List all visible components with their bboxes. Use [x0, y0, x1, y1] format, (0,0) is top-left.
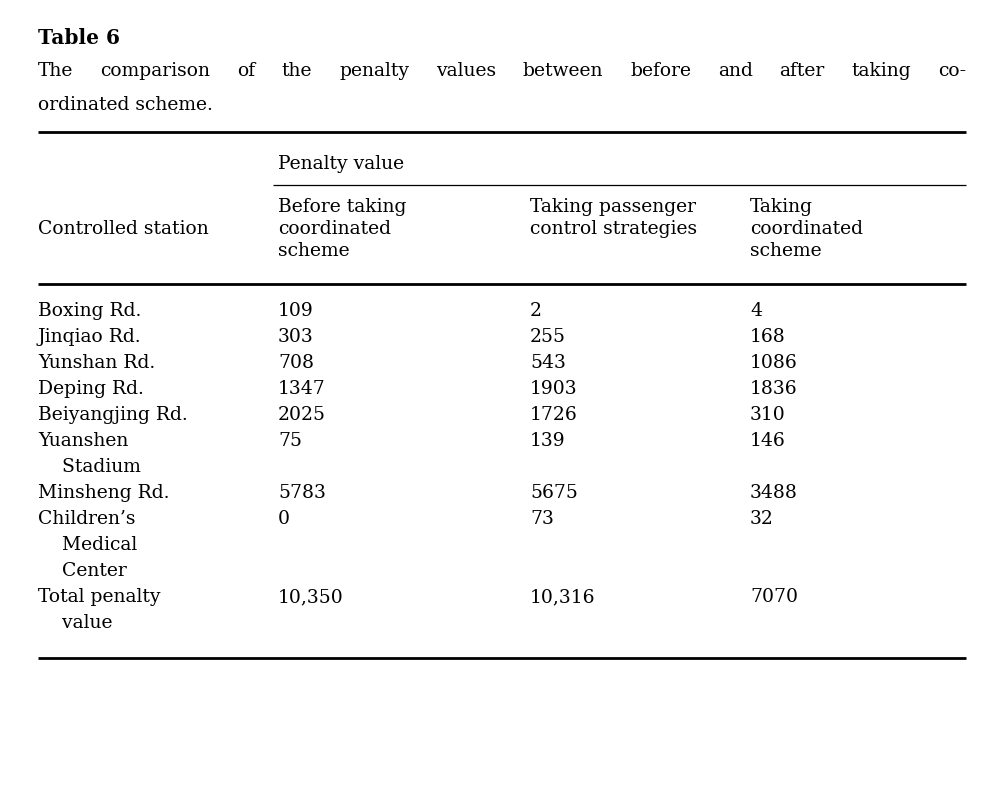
- Text: scheme: scheme: [749, 242, 820, 260]
- Text: Taking: Taking: [749, 198, 812, 216]
- Text: Children’s: Children’s: [38, 510, 135, 528]
- Text: 146: 146: [749, 432, 785, 450]
- Text: 255: 255: [530, 328, 566, 346]
- Text: Beiyangjing Rd.: Beiyangjing Rd.: [38, 406, 188, 424]
- Text: 139: 139: [530, 432, 565, 450]
- Text: of: of: [237, 62, 255, 80]
- Text: Yunshan Rd.: Yunshan Rd.: [38, 354, 155, 372]
- Text: Total penalty: Total penalty: [38, 588, 160, 606]
- Text: 73: 73: [530, 510, 554, 528]
- Text: the: the: [282, 62, 312, 80]
- Text: Before taking: Before taking: [278, 198, 406, 216]
- Text: 1903: 1903: [530, 380, 577, 398]
- Text: 5783: 5783: [278, 484, 326, 502]
- Text: Deping Rd.: Deping Rd.: [38, 380, 143, 398]
- Text: Table 6: Table 6: [38, 28, 120, 48]
- Text: Boxing Rd.: Boxing Rd.: [38, 302, 141, 320]
- Text: 75: 75: [278, 432, 302, 450]
- Text: value: value: [38, 614, 112, 632]
- Text: 708: 708: [278, 354, 314, 372]
- Text: 7070: 7070: [749, 588, 797, 606]
- Text: Penalty value: Penalty value: [278, 155, 404, 173]
- Text: 2: 2: [530, 302, 542, 320]
- Text: values: values: [435, 62, 495, 80]
- Text: penalty: penalty: [339, 62, 408, 80]
- Text: 5675: 5675: [530, 484, 578, 502]
- Text: 10,350: 10,350: [278, 588, 343, 606]
- Text: Taking passenger: Taking passenger: [530, 198, 695, 216]
- Text: 303: 303: [278, 328, 313, 346]
- Text: coordinated: coordinated: [278, 220, 390, 238]
- Text: Yuanshen: Yuanshen: [38, 432, 128, 450]
- Text: 1726: 1726: [530, 406, 577, 424]
- Text: 3488: 3488: [749, 484, 797, 502]
- Text: 1086: 1086: [749, 354, 797, 372]
- Text: before: before: [630, 62, 690, 80]
- Text: ordinated scheme.: ordinated scheme.: [38, 96, 213, 114]
- Text: Minsheng Rd.: Minsheng Rd.: [38, 484, 170, 502]
- Text: scheme: scheme: [278, 242, 349, 260]
- Text: 1836: 1836: [749, 380, 796, 398]
- Text: 0: 0: [278, 510, 290, 528]
- Text: 168: 168: [749, 328, 785, 346]
- Text: co-: co-: [937, 62, 965, 80]
- Text: 4: 4: [749, 302, 761, 320]
- Text: Center: Center: [38, 562, 126, 580]
- Text: between: between: [523, 62, 603, 80]
- Text: coordinated: coordinated: [749, 220, 863, 238]
- Text: Controlled station: Controlled station: [38, 220, 209, 238]
- Text: 1347: 1347: [278, 380, 325, 398]
- Text: and: and: [717, 62, 752, 80]
- Text: 32: 32: [749, 510, 773, 528]
- Text: Medical: Medical: [38, 536, 137, 554]
- Text: The: The: [38, 62, 73, 80]
- Text: 10,316: 10,316: [530, 588, 595, 606]
- Text: 310: 310: [749, 406, 785, 424]
- Text: taking: taking: [851, 62, 910, 80]
- Text: 109: 109: [278, 302, 313, 320]
- Text: Stadium: Stadium: [38, 458, 140, 476]
- Text: 2025: 2025: [278, 406, 326, 424]
- Text: control strategies: control strategies: [530, 220, 696, 238]
- Text: after: after: [778, 62, 823, 80]
- Text: 543: 543: [530, 354, 566, 372]
- Text: Jinqiao Rd.: Jinqiao Rd.: [38, 328, 141, 346]
- Text: comparison: comparison: [100, 62, 210, 80]
